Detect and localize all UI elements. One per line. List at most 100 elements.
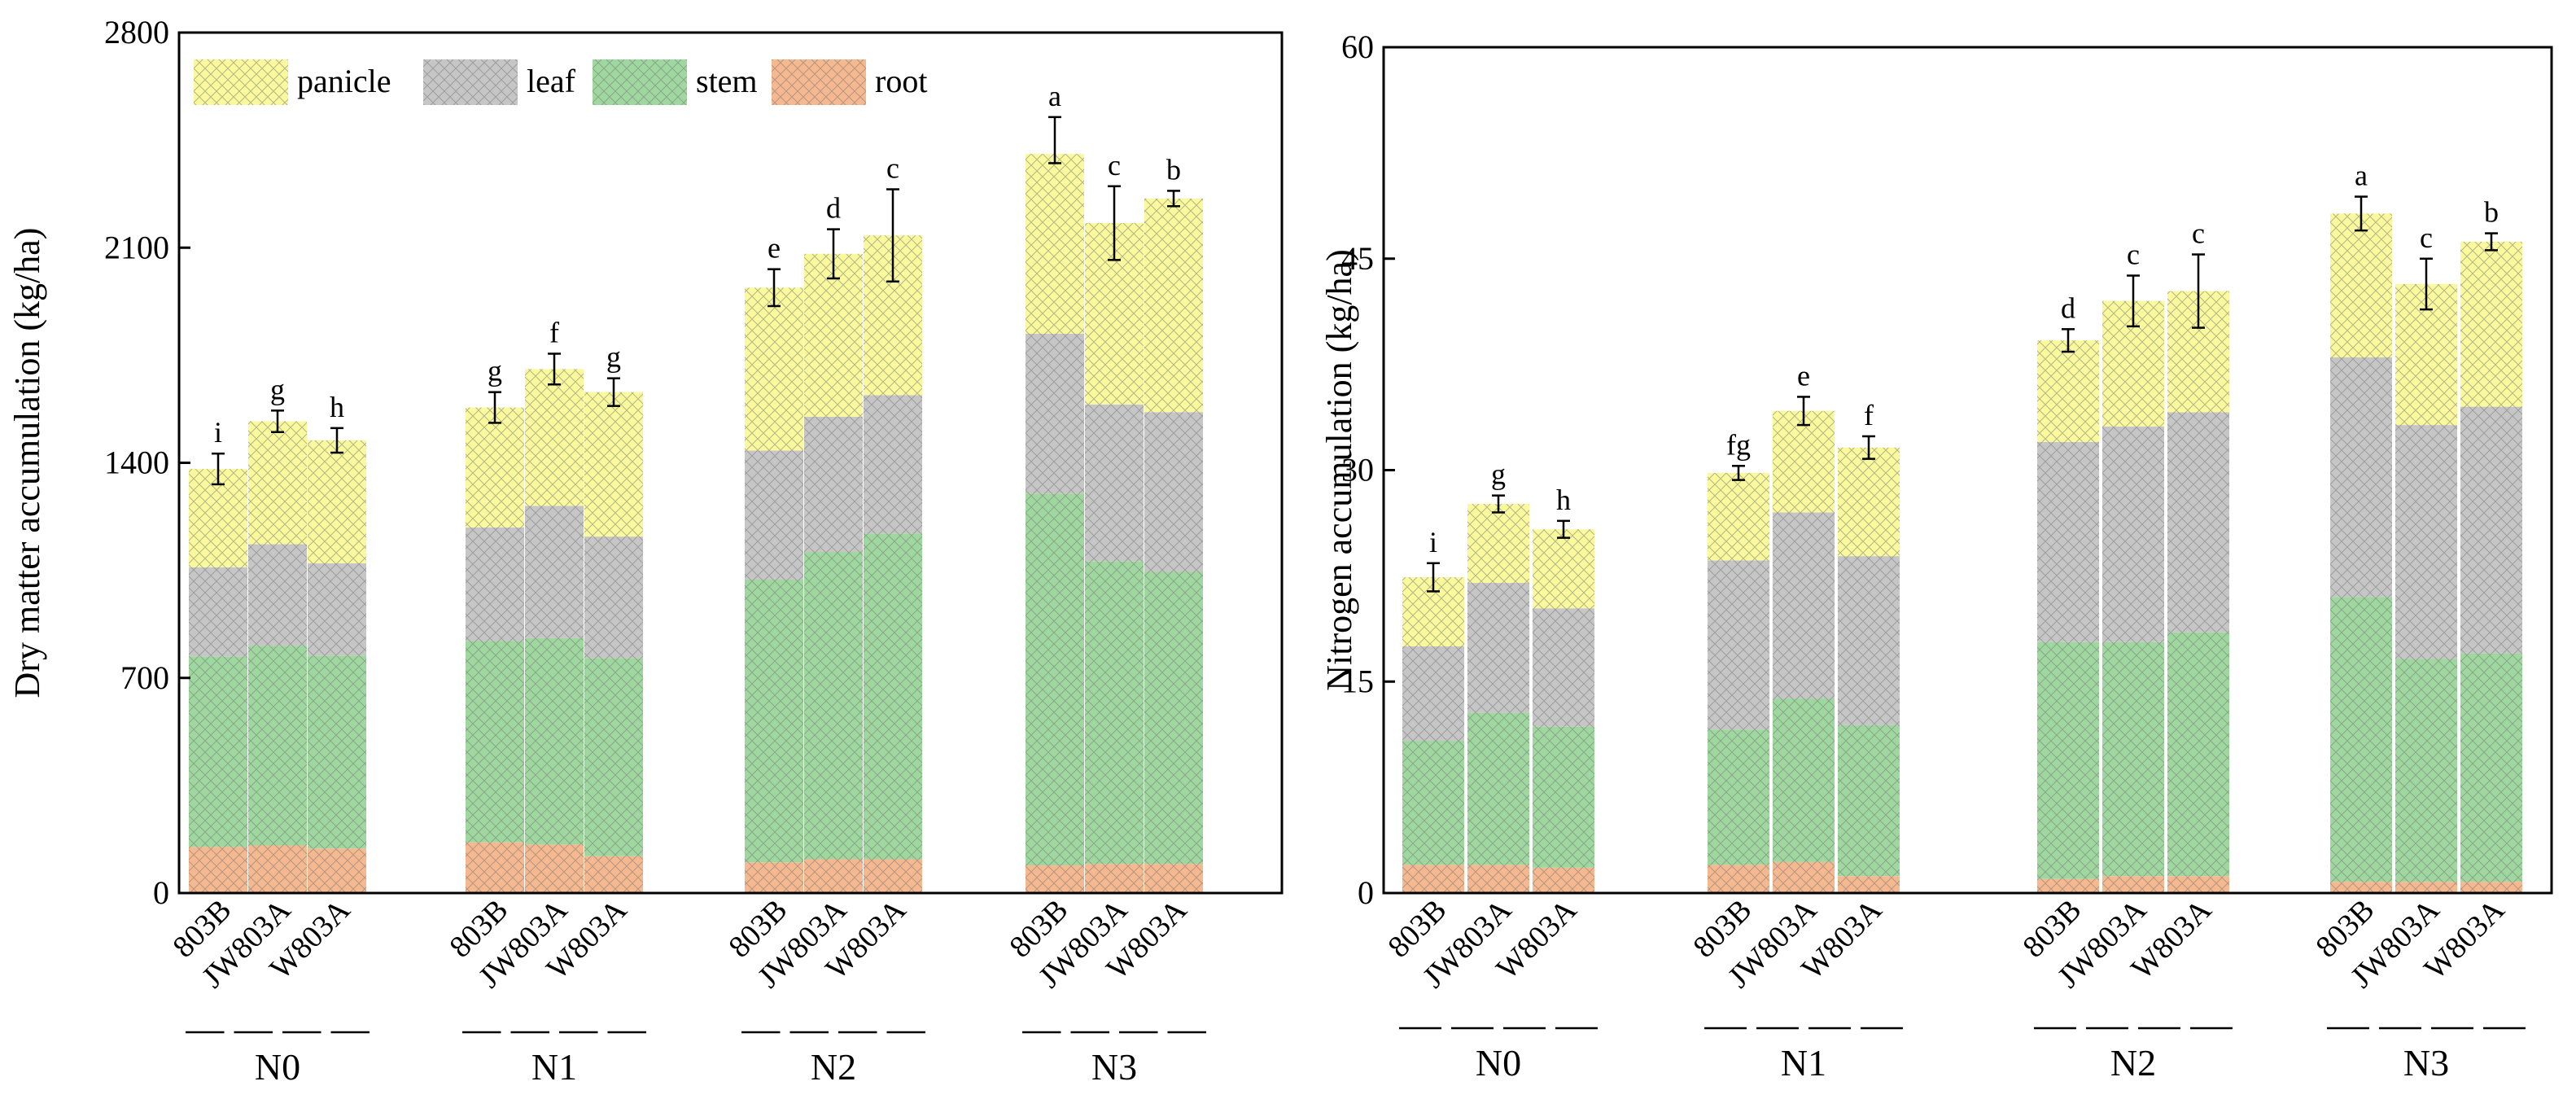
error-bar-3 [330, 427, 343, 454]
bar-hatch-root-11 [2395, 882, 2457, 893]
bar-hatch-leaf-7 [2037, 441, 2099, 642]
y-tick-label-5: 2800 [104, 14, 169, 50]
bar-hatch-root-4 [466, 842, 524, 893]
error-bar-10 [2355, 195, 2368, 232]
bar-hatch-panicle-2 [248, 421, 307, 545]
group-label-N0: N0 [1476, 1042, 1521, 1084]
bar-hatch-root-8 [2102, 876, 2164, 893]
significance-letter-1: i [214, 416, 222, 449]
legend-swatch-hatch-leaf [423, 59, 518, 105]
bar-hatch-panicle-10 [2330, 213, 2392, 357]
legend-label-leaf: leaf [527, 63, 576, 99]
bar-hatch-leaf-11 [1085, 404, 1144, 562]
y-tick-label-3: 1400 [104, 444, 169, 481]
bar-hatch-root-2 [1467, 865, 1529, 893]
bar-hatch-panicle-3 [308, 440, 366, 563]
significance-letter-11: c [2420, 221, 2433, 254]
significance-letter-4: g [488, 355, 502, 387]
significance-letter-9: c [886, 152, 899, 185]
error-bar-6 [1862, 435, 1875, 460]
bar-hatch-root-1 [1402, 865, 1464, 893]
bar-hatch-root-7 [2037, 878, 2099, 893]
bar-hatch-stem-8 [804, 551, 863, 860]
significance-letter-12: b [2484, 196, 2499, 229]
error-bar-2 [1492, 494, 1505, 514]
y-tick-label-1: 0 [1358, 874, 1374, 911]
bar-hatch-stem-1 [189, 656, 247, 847]
bar-hatch-leaf-8 [2102, 426, 2164, 642]
bar-hatch-leaf-3 [1533, 608, 1594, 727]
bar-hatch-leaf-1 [189, 567, 247, 657]
bar-hatch-stem-6 [1838, 725, 1900, 877]
error-bar-10 [1048, 116, 1061, 164]
bar-hatch-stem-3 [308, 655, 366, 849]
error-bar-12 [1167, 190, 1180, 208]
bar-hatch-leaf-10 [1026, 333, 1084, 494]
significance-letter-4: fg [1726, 428, 1751, 461]
y-tick-label-4: 2100 [104, 229, 169, 265]
significance-letter-10: a [2355, 160, 2368, 192]
group-label-N3: N3 [1091, 1046, 1137, 1088]
bar-hatch-root-10 [2330, 882, 2392, 893]
error-bar-9 [886, 188, 899, 283]
bar-hatch-leaf-3 [308, 563, 366, 656]
bar-hatch-panicle-5 [525, 369, 584, 506]
bar-hatch-root-8 [804, 859, 863, 893]
bar-hatch-leaf-10 [2330, 357, 2392, 598]
y-tick-label-2: 700 [120, 659, 169, 696]
significance-letter-5: f [549, 316, 559, 348]
bar-hatch-panicle-5 [1773, 410, 1835, 513]
significance-letter-5: e [1797, 359, 1810, 392]
bar-hatch-stem-11 [1085, 561, 1144, 865]
y-tick-label-4: 45 [1341, 240, 1374, 277]
bar-hatch-panicle-12 [1144, 198, 1203, 413]
bar-hatch-stem-10 [1026, 493, 1084, 866]
legend: panicle leaf stem root [194, 59, 927, 105]
significance-letter-7: e [768, 232, 781, 265]
significance-letter-11: c [1108, 149, 1121, 182]
bar-hatch-stem-6 [584, 658, 643, 856]
bar-hatch-panicle-4 [466, 407, 524, 528]
bar-hatch-root-9 [864, 859, 922, 893]
bar-hatch-leaf-9 [2167, 412, 2229, 633]
group-label-N0: N0 [255, 1046, 300, 1088]
bar-hatch-root-3 [1533, 867, 1594, 893]
error-bar-5 [1797, 396, 1810, 427]
group-label-N3: N3 [2403, 1042, 2449, 1084]
bar-hatch-leaf-8 [804, 416, 863, 552]
error-bar-8 [2127, 274, 2140, 328]
bar-hatch-leaf-12 [1144, 412, 1203, 572]
legend-label-root: root [875, 63, 927, 99]
bar-hatch-stem-4 [1708, 729, 1769, 865]
bar-hatch-panicle-3 [1533, 529, 1594, 609]
bar-hatch-stem-10 [2330, 597, 2392, 882]
significance-letter-3: h [1556, 484, 1571, 516]
bar-hatch-leaf-9 [864, 395, 922, 534]
chart-panel-2: i803BgJW803AhW803Afg803BeJW803AfW803Ad80… [1319, 28, 2553, 1084]
bar-hatch-panicle-7 [745, 287, 803, 451]
bar-hatch-stem-9 [864, 533, 922, 860]
bar-hatch-stem-8 [2102, 641, 2164, 877]
bar-hatch-leaf-4 [1708, 560, 1769, 730]
bar-hatch-stem-3 [1533, 726, 1594, 868]
bar-hatch-leaf-11 [2395, 425, 2457, 659]
bar-hatch-stem-2 [248, 646, 307, 846]
bar-hatch-panicle-12 [2460, 241, 2522, 407]
significance-letter-8: d [826, 192, 841, 225]
bar-hatch-leaf-2 [248, 544, 307, 646]
bar-hatch-root-12 [2460, 882, 2522, 893]
y-tick-label-1: 0 [153, 874, 169, 911]
error-bar-11 [2420, 257, 2433, 311]
legend-swatch-hatch-stem [593, 59, 687, 105]
significance-letter-9: c [2192, 217, 2205, 250]
y-axis-title: Nitrogen accumulation (kg/ha) [1319, 249, 1359, 690]
legend-swatch-hatch-root [772, 59, 866, 105]
bar-hatch-stem-5 [525, 637, 584, 845]
bar-hatch-stem-9 [2167, 632, 2229, 877]
group-label-N1: N1 [1781, 1042, 1826, 1084]
error-bar-4 [1732, 465, 1745, 481]
legend-label-panicle: panicle [297, 63, 391, 99]
significance-letter-2: g [1491, 458, 1506, 491]
bar-hatch-root-10 [1026, 865, 1084, 893]
